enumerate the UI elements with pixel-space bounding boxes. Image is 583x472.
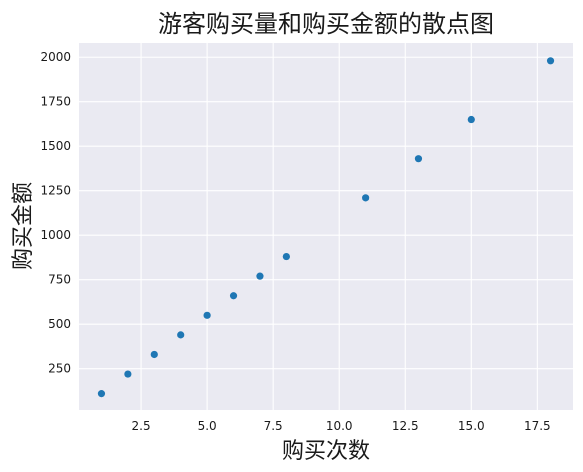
data-point bbox=[97, 390, 106, 398]
data-point bbox=[546, 57, 555, 65]
y-tick-label: 1250 bbox=[40, 184, 71, 198]
x-tick-label: 15.0 bbox=[458, 419, 485, 433]
data-point bbox=[414, 155, 423, 163]
y-tick-label: 1500 bbox=[40, 139, 71, 153]
data-point bbox=[150, 350, 158, 359]
y-axis-label: 购买金额 bbox=[11, 182, 36, 270]
y-tick-label: 1750 bbox=[40, 95, 71, 109]
data-point bbox=[124, 370, 132, 378]
x-tick-label: 2.5 bbox=[132, 419, 151, 433]
x-axis-label: 购买次数 bbox=[282, 439, 370, 464]
y-tick-label: 2000 bbox=[40, 50, 71, 64]
data-point bbox=[256, 272, 264, 280]
data-point bbox=[467, 115, 475, 124]
data-points bbox=[97, 57, 555, 398]
grid bbox=[79, 43, 573, 410]
x-tick-label: 10.0 bbox=[326, 419, 353, 433]
y-tick-label: 1000 bbox=[40, 228, 71, 242]
data-point bbox=[282, 252, 290, 261]
x-tick-labels: 2.5 5.0 7.5 10.0 12.5 15.0 17.5 bbox=[132, 419, 551, 433]
data-point bbox=[203, 311, 211, 319]
x-tick-label: 5.0 bbox=[198, 419, 217, 433]
x-tick-label: 17.5 bbox=[524, 419, 551, 433]
plot-area bbox=[79, 43, 573, 410]
chart-title: 游客购买量和购买金额的散点图 bbox=[158, 10, 494, 38]
data-point bbox=[362, 194, 370, 202]
data-point bbox=[177, 331, 185, 339]
y-tick-label: 500 bbox=[48, 317, 71, 331]
data-point bbox=[229, 292, 238, 300]
y-tick-label: 250 bbox=[48, 362, 71, 376]
y-tick-label: 750 bbox=[48, 273, 71, 287]
y-tick-labels: 250 500 750 1000 1250 1500 1750 2000 bbox=[40, 50, 71, 375]
x-tick-label: 12.5 bbox=[392, 419, 419, 433]
x-tick-label: 7.5 bbox=[264, 419, 283, 433]
